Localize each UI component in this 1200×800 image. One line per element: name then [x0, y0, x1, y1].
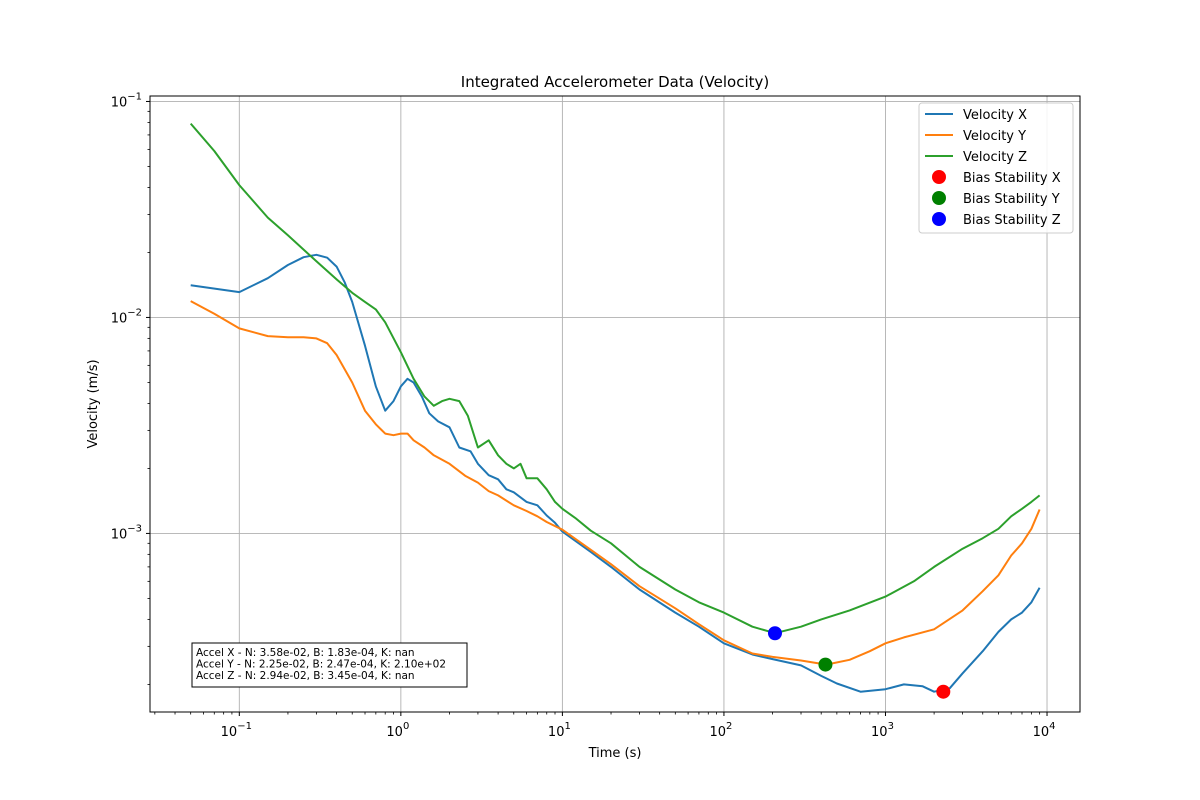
y-tick-label: 10−1	[111, 91, 142, 110]
x-tick-label: 101	[548, 721, 571, 740]
legend-label-velocity-x: Velocity X	[963, 108, 1027, 123]
legend-label-velocity-z: Velocity Z	[963, 150, 1027, 165]
noise-parameters-frame	[191, 642, 468, 688]
plot-frame	[149, 95, 1081, 713]
noise-parameters-box: Accel X - N: 3.58e-02, B: 1.83e-04, K: n…	[191, 642, 468, 688]
series-line-velocity-y	[190, 300, 1041, 666]
legend-label-velocity-y: Velocity Y	[963, 129, 1026, 144]
legend: Velocity X Velocity Y Velocity Z Bias Stabi…	[918, 102, 1074, 234]
noise-parameters-line: Accel Z - N: 2.94e-02, B: 3.45e-04, K: n…	[196, 670, 415, 682]
legend-label-bias-stability-x: Bias Stability X	[963, 171, 1061, 186]
x-tick-label: 104	[1033, 721, 1056, 740]
marker-bias-stability-y	[818, 657, 833, 672]
legend-swatch-bias-stability-z	[932, 212, 946, 226]
y-axis-label: Velocity (m/s)	[86, 359, 101, 448]
legend-swatch-bias-stability-x	[932, 170, 946, 184]
bias-stability-markers	[767, 626, 951, 699]
series-line-velocity-x	[190, 253, 1041, 693]
y-tick-label: 10−3	[111, 523, 142, 542]
x-tick-label: 103	[871, 721, 894, 740]
x-tick-label: 102	[709, 721, 732, 740]
legend-label-bias-stability-z: Bias Stability Z	[963, 213, 1061, 228]
marker-bias-stability-x	[936, 684, 951, 699]
legend-swatch-bias-stability-y	[932, 191, 946, 205]
series-lines	[189, 122, 1041, 693]
x-tick-label: 10−1	[221, 721, 252, 740]
series-line-velocity-z	[189, 122, 1041, 635]
x-tick-label: 100	[386, 721, 409, 740]
y-tick-label: 10−2	[111, 307, 142, 326]
marker-bias-stability-z	[767, 626, 782, 641]
legend-frame	[918, 102, 1074, 234]
noise-parameters-line: Accel Y - N: 2.25e-02, B: 2.47e-04, K: 2…	[196, 659, 446, 671]
x-axis-label: Time (s)	[588, 746, 642, 761]
chart-title: Integrated Accelerometer Data (Velocity)	[461, 73, 769, 91]
noise-parameters-line: Accel X - N: 3.58e-02, B: 1.83e-04, K: n…	[196, 647, 415, 659]
legend-label-bias-stability-y: Bias Stability Y	[963, 192, 1060, 207]
axis-ticks: 10−1 100 101 102 103 104 10−3 10−2 10−1	[111, 91, 1056, 740]
